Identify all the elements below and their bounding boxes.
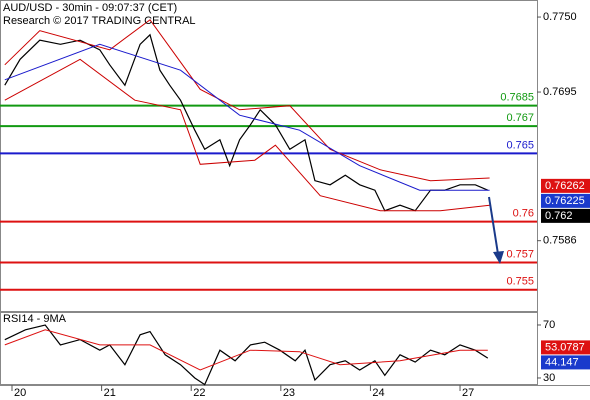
- x-tick-label: 20: [14, 387, 26, 399]
- price-tag-label: 0.76225: [545, 195, 585, 207]
- forecast-arrow: [488, 196, 499, 255]
- chart-title: AUD/USD - 30min - 09:07:37 (CET): [3, 2, 177, 14]
- level-label: 0.755: [506, 276, 534, 288]
- series-line: [4, 58, 490, 212]
- x-tick-label: 22: [193, 387, 205, 399]
- y-tick-label: 0.7750: [543, 11, 577, 23]
- x-tick-label: 23: [283, 387, 295, 399]
- series-line: [4, 324, 489, 386]
- level-label: 0.765: [506, 139, 534, 151]
- series-line: [4, 43, 490, 191]
- price-tag: [541, 355, 590, 370]
- price-tag-label: 53.0787: [545, 341, 585, 353]
- price-tag-label: 0.762: [545, 210, 573, 222]
- price-tag: [541, 340, 590, 355]
- rsi-title: RSI14 - 9MA: [3, 313, 67, 325]
- x-tick-label: 27: [462, 387, 474, 399]
- level-label: 0.7685: [500, 92, 534, 104]
- level-label: 0.76: [513, 207, 534, 219]
- x-tick-label: 24: [372, 387, 384, 399]
- forecast-arrow-head: [493, 251, 504, 264]
- price-tag: [541, 178, 590, 193]
- y-tick-label: 70: [543, 319, 555, 331]
- price-tag: [541, 208, 590, 223]
- level-label: 0.767: [506, 112, 534, 124]
- price-tag-label: 44.147: [545, 356, 579, 368]
- level-label: 0.757: [506, 248, 534, 260]
- plot-layer: 0.7750 0.7695 0.7586 0.7685 0.767 0.765 0.76 0.…: [0, 11, 590, 399]
- y-tick-label: 0.7695: [543, 86, 577, 98]
- rsi-panel-frame: [0, 312, 538, 385]
- chart-subtitle: Research © 2017 TRADING CENTRAL: [3, 15, 196, 27]
- price-tag-label: 0.76262: [545, 180, 585, 192]
- y-tick-label: 30: [543, 372, 555, 384]
- series-line: [4, 19, 490, 182]
- x-tick-label: 21: [104, 387, 116, 399]
- series-line: [4, 33, 489, 212]
- series-line: [4, 329, 488, 371]
- price-panel-frame: [0, 0, 538, 312]
- y-tick-label: 0.7586: [543, 235, 577, 247]
- price-tag: [541, 193, 590, 208]
